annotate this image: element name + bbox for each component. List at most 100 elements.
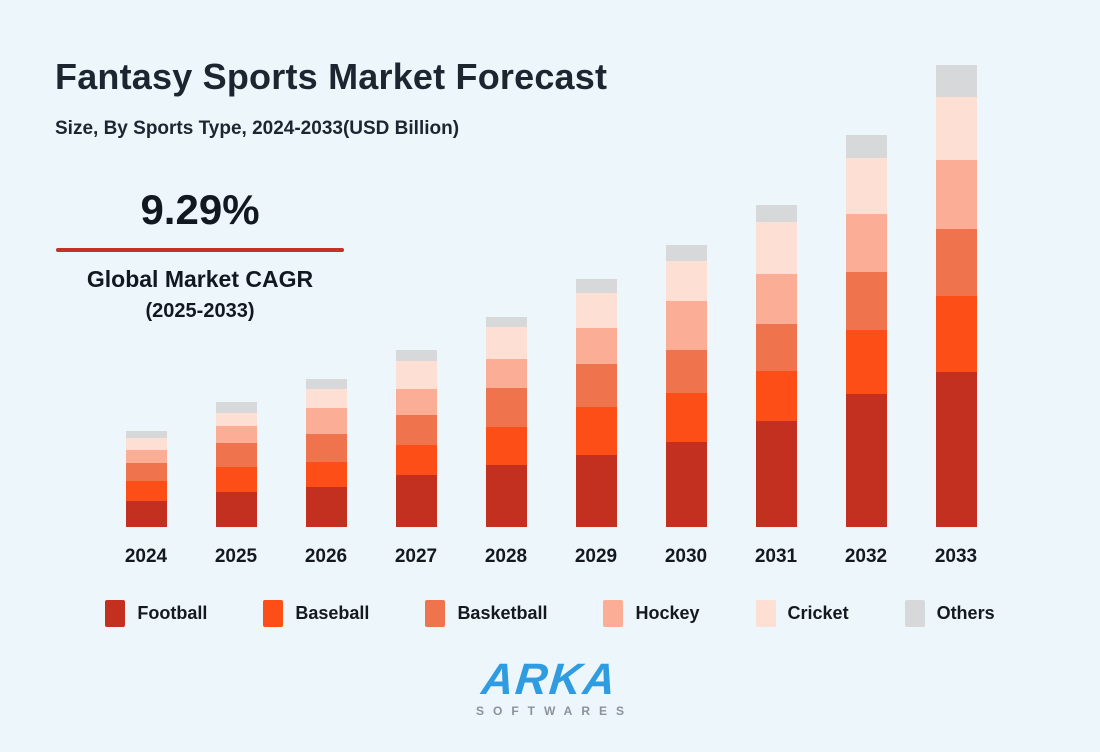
bar-segment-baseball-2032 bbox=[845, 330, 887, 394]
bar-segment-cricket-2032 bbox=[845, 158, 887, 214]
x-axis-label-2027: 2027 bbox=[394, 546, 438, 567]
bar-segment-hockey-2028 bbox=[485, 359, 527, 388]
bar-2033 bbox=[935, 65, 977, 527]
legend-item-others: Others bbox=[904, 600, 995, 627]
bar-segment-cricket-2028 bbox=[485, 327, 527, 359]
bar-segment-others-2028 bbox=[485, 317, 527, 327]
bar-segment-cricket-2026 bbox=[305, 389, 347, 408]
bar-segment-football-2025 bbox=[215, 492, 257, 527]
page-title: Fantasy Sports Market Forecast bbox=[55, 56, 608, 97]
x-axis-label-2025: 2025 bbox=[214, 546, 258, 567]
bar-segment-cricket-2030 bbox=[665, 261, 707, 301]
legend-item-cricket: Cricket bbox=[755, 600, 849, 627]
bar-segment-basketball-2033 bbox=[935, 229, 977, 296]
bar-segment-cricket-2029 bbox=[575, 293, 617, 328]
bar-segment-basketball-2028 bbox=[485, 388, 527, 427]
bar-segment-hockey-2026 bbox=[305, 408, 347, 434]
bar-2032 bbox=[845, 135, 887, 527]
bar-segment-cricket-2025 bbox=[215, 413, 257, 426]
legend-item-football: Football bbox=[105, 600, 207, 627]
bar-segment-hockey-2033 bbox=[935, 160, 977, 229]
x-axis-label-2031: 2031 bbox=[754, 546, 798, 567]
legend-swatch-cricket bbox=[755, 600, 776, 627]
bar-segment-hockey-2024 bbox=[125, 450, 167, 463]
bar-2031 bbox=[755, 205, 797, 527]
legend-label-hockey: Hockey bbox=[635, 603, 700, 623]
bar-2025 bbox=[215, 402, 257, 527]
bar-2029 bbox=[575, 279, 617, 527]
bar-segment-football-2029 bbox=[575, 455, 617, 527]
bar-segment-others-2033 bbox=[935, 65, 977, 97]
bar-segment-basketball-2029 bbox=[575, 364, 617, 407]
bar-segment-hockey-2029 bbox=[575, 328, 617, 364]
bar-segment-football-2030 bbox=[665, 442, 707, 527]
x-axis-label-2028: 2028 bbox=[484, 546, 528, 567]
bar-segment-baseball-2033 bbox=[935, 296, 977, 372]
bar-segment-baseball-2027 bbox=[395, 445, 437, 475]
bar-2026 bbox=[305, 379, 347, 527]
bar-2028 bbox=[485, 317, 527, 527]
bar-2027 bbox=[395, 350, 437, 527]
bar-segment-football-2028 bbox=[485, 465, 527, 527]
bar-2024 bbox=[125, 431, 167, 527]
bar-segment-baseball-2028 bbox=[485, 427, 527, 465]
bar-segment-football-2024 bbox=[125, 501, 167, 527]
x-axis-label-2029: 2029 bbox=[574, 546, 618, 567]
bar-segment-others-2025 bbox=[215, 402, 257, 413]
bar-segment-basketball-2026 bbox=[305, 434, 347, 462]
bar-segment-basketball-2024 bbox=[125, 463, 167, 481]
brand-logo: ARKA SOFTWARES bbox=[0, 655, 1100, 718]
cagr-divider-line bbox=[56, 248, 344, 252]
bar-segment-hockey-2025 bbox=[215, 426, 257, 443]
bar-segment-hockey-2030 bbox=[665, 301, 707, 350]
bar-segment-others-2029 bbox=[575, 279, 617, 293]
bar-segment-others-2026 bbox=[305, 379, 347, 389]
legend-swatch-others bbox=[904, 600, 925, 627]
bar-segment-basketball-2032 bbox=[845, 272, 887, 330]
bar-segment-football-2026 bbox=[305, 487, 347, 527]
legend-swatch-football bbox=[105, 600, 126, 627]
bar-segment-cricket-2031 bbox=[755, 222, 797, 274]
bar-segment-football-2033 bbox=[935, 372, 977, 527]
x-axis-label-2033: 2033 bbox=[934, 546, 978, 567]
legend-item-baseball: Baseball bbox=[263, 600, 369, 627]
bar-segment-hockey-2031 bbox=[755, 274, 797, 324]
bar-segment-others-2032 bbox=[845, 135, 887, 158]
bar-segment-hockey-2032 bbox=[845, 214, 887, 272]
chart-legend: Football Baseball Basketball Hockey Cricket O… bbox=[0, 600, 1100, 627]
legend-item-basketball: Basketball bbox=[425, 600, 547, 627]
legend-label-baseball: Baseball bbox=[295, 603, 370, 623]
legend-label-football: Football bbox=[137, 603, 208, 623]
bar-segment-football-2027 bbox=[395, 475, 437, 527]
bar-segment-basketball-2030 bbox=[665, 350, 707, 393]
legend-label-basketball: Basketball bbox=[457, 603, 548, 623]
bar-segment-baseball-2026 bbox=[305, 462, 347, 487]
bar-segment-cricket-2027 bbox=[395, 361, 437, 389]
bar-segment-cricket-2033 bbox=[935, 97, 977, 160]
x-axis-label-2032: 2032 bbox=[844, 546, 888, 567]
bar-segment-football-2031 bbox=[755, 421, 797, 527]
legend-swatch-hockey bbox=[603, 600, 624, 627]
x-axis-label-2030: 2030 bbox=[664, 546, 708, 567]
cagr-value: 9.29% bbox=[140, 186, 260, 233]
cagr-label: Global Market CAGR bbox=[86, 266, 314, 292]
bar-segment-hockey-2027 bbox=[395, 389, 437, 415]
bar-segment-basketball-2027 bbox=[395, 415, 437, 445]
legend-item-hockey: Hockey bbox=[603, 600, 700, 627]
bar-segment-others-2031 bbox=[755, 205, 797, 222]
page-subtitle: Size, By Sports Type, 2024-2033(USD Bill… bbox=[55, 118, 460, 139]
bar-segment-baseball-2024 bbox=[125, 481, 167, 501]
legend-label-cricket: Cricket bbox=[787, 603, 849, 623]
legend-swatch-baseball bbox=[263, 600, 284, 627]
bar-segment-football-2032 bbox=[845, 394, 887, 527]
bar-segment-baseball-2030 bbox=[665, 393, 707, 442]
x-axis-label-2026: 2026 bbox=[304, 546, 348, 567]
cagr-period: (2025-2033) bbox=[145, 300, 255, 322]
bar-segment-baseball-2029 bbox=[575, 407, 617, 455]
bar-segment-others-2024 bbox=[125, 431, 167, 438]
bar-segment-baseball-2031 bbox=[755, 371, 797, 421]
bar-segment-baseball-2025 bbox=[215, 467, 257, 492]
bar-segment-basketball-2025 bbox=[215, 443, 257, 467]
